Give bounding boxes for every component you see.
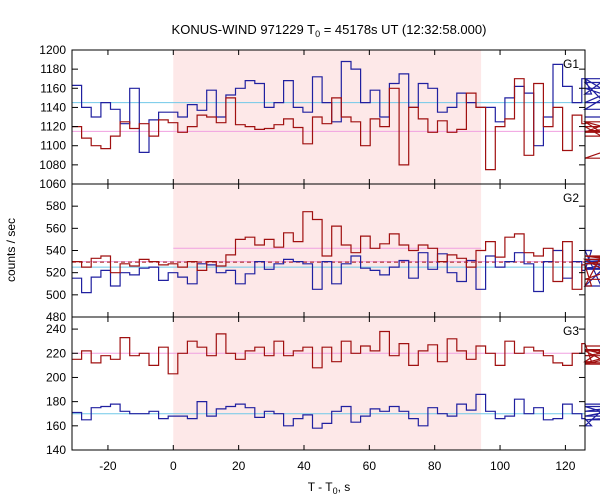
g3-y-tick-label: 220 [46, 346, 66, 360]
g1-y-tick-label: 1060 [39, 177, 66, 191]
g1-y-tick-label: 1180 [40, 62, 66, 76]
x-tick-label: 40 [297, 459, 311, 473]
g3-y-tick-label: 240 [46, 322, 66, 336]
g3-y-tick-label: 160 [46, 419, 66, 433]
g3-blue-series [72, 393, 600, 429]
g1-panel-label: G1 [563, 57, 579, 71]
g2-y-tick-label: 560 [46, 221, 66, 235]
g1-y-tick-label: 1100 [40, 139, 66, 153]
x-axis-label: T - T0, s [308, 480, 351, 496]
g3-red-series [72, 330, 600, 375]
g1-y-tick-label: 1080 [39, 158, 66, 172]
x-tick-label: 0 [170, 459, 177, 473]
g3-panel-label: G3 [563, 324, 579, 338]
x-tick-label: 120 [555, 459, 575, 473]
g2-blue-series [72, 249, 600, 294]
g2-panel-label: G2 [563, 191, 579, 205]
highlight-band [173, 50, 482, 450]
g3-y-tick-label: 200 [46, 370, 66, 384]
g1-y-tick-label: 1160 [40, 81, 66, 95]
g2-y-tick-label: 520 [46, 266, 66, 280]
g2-y-tick-label: 500 [46, 288, 66, 302]
g2-y-tick-label: 540 [46, 244, 66, 258]
chart-title: KONUS-WIND 971229 T0 = 45178s UT (12:32:… [172, 22, 487, 39]
g1-y-tick-label: 1120 [40, 120, 66, 134]
y-axis-label: counts / sec [4, 218, 18, 282]
g1-red-series [72, 78, 600, 171]
g1-y-tick-label: 1140 [40, 100, 66, 114]
x-tick-label: 100 [490, 459, 510, 473]
g1-y-tick-label: 1200 [39, 43, 66, 57]
plot-area: 10601080110011201140116011801200G1480500… [39, 43, 600, 473]
g2-y-tick-label: 480 [46, 310, 66, 324]
x-tick-label: 80 [428, 459, 442, 473]
g3-y-tick-label: 180 [46, 395, 66, 409]
g1-blue-series [72, 60, 600, 153]
x-tick-label: 20 [232, 459, 246, 473]
g2-red-series [72, 211, 600, 290]
g3-panel-frame [71, 316, 586, 451]
g3-y-tick-label: 140 [46, 443, 66, 457]
x-tick-label: 60 [363, 459, 377, 473]
x-tick-label: -20 [99, 459, 117, 473]
g2-y-tick-label: 580 [46, 199, 66, 213]
